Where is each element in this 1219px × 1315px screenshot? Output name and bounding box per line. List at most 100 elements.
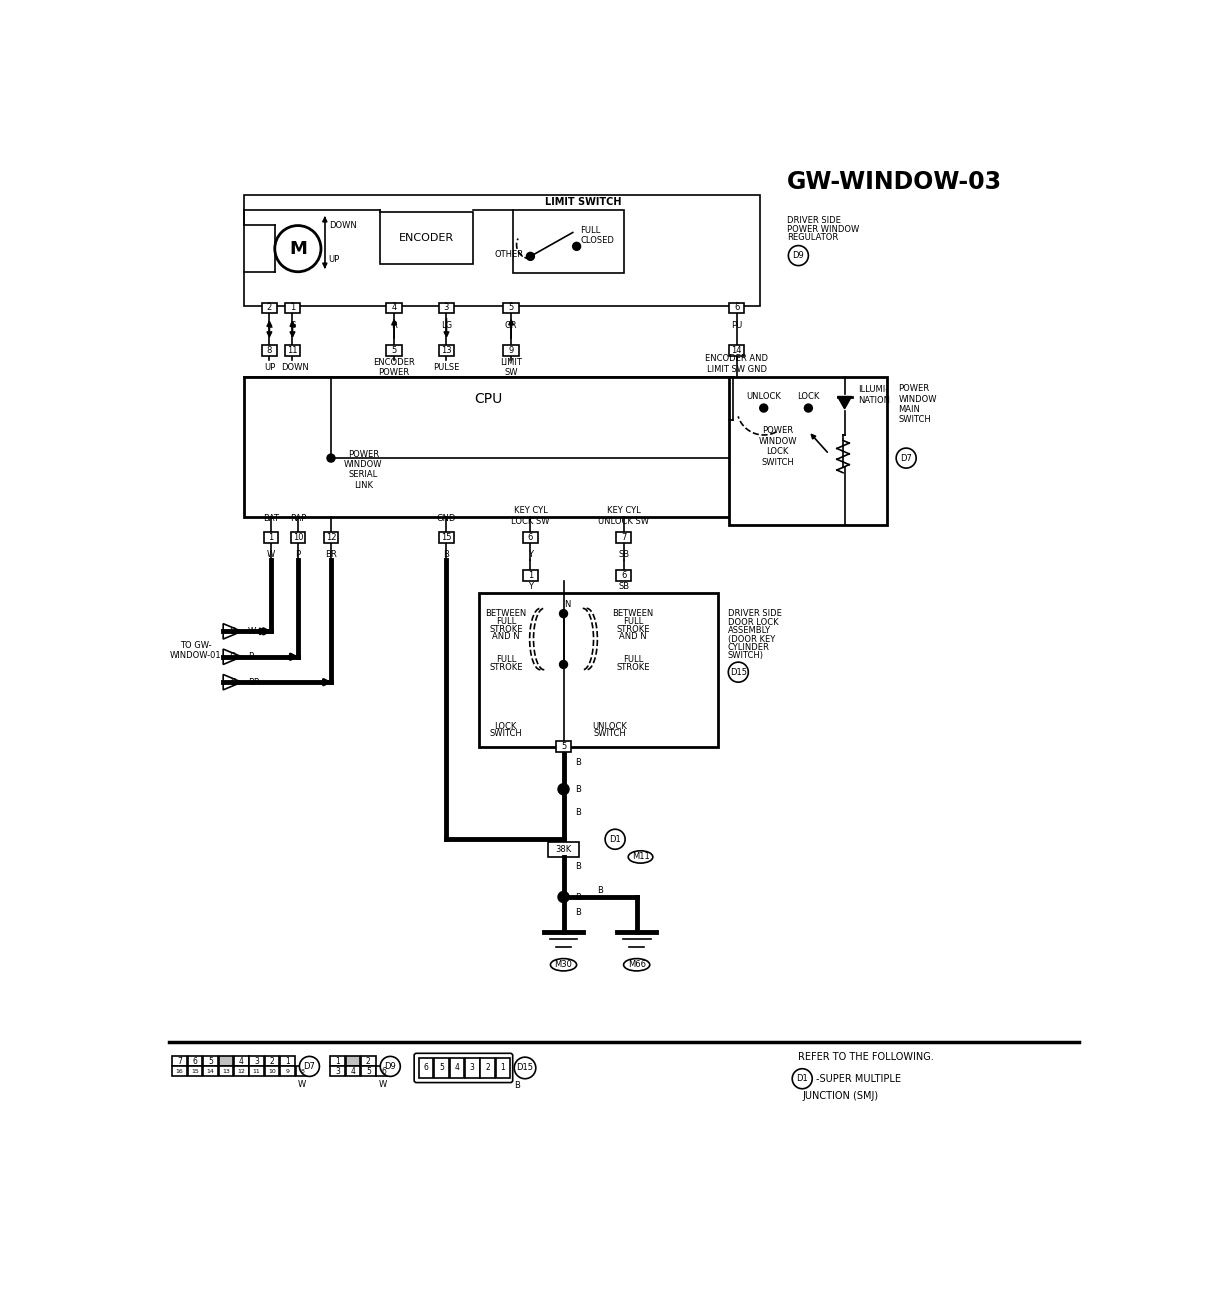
Text: W: W — [267, 550, 275, 559]
Bar — [496, 1059, 511, 1078]
Polygon shape — [837, 397, 852, 409]
Text: CYLINDER: CYLINDER — [728, 643, 769, 652]
Text: BR: BR — [247, 677, 260, 686]
Circle shape — [560, 660, 567, 668]
Text: SWITCH): SWITCH) — [728, 651, 763, 660]
Text: E: E — [230, 677, 235, 686]
Text: JUNCTION (SMJ): JUNCTION (SMJ) — [802, 1090, 879, 1101]
Text: Y: Y — [528, 550, 533, 559]
Text: SWITCH: SWITCH — [594, 730, 627, 738]
Text: 5: 5 — [439, 1064, 444, 1073]
Text: 15: 15 — [441, 533, 452, 542]
Circle shape — [300, 1056, 319, 1077]
Circle shape — [789, 246, 808, 266]
Text: D1: D1 — [796, 1074, 808, 1084]
Text: DOWN: DOWN — [280, 363, 308, 372]
Text: 4: 4 — [239, 1057, 244, 1066]
Bar — [285, 302, 300, 313]
Text: 13: 13 — [441, 346, 452, 355]
Bar — [234, 1056, 249, 1066]
Text: ASSEMBLY: ASSEMBLY — [728, 626, 770, 635]
Text: 3: 3 — [469, 1064, 474, 1073]
Text: B: B — [444, 550, 450, 559]
Bar — [503, 345, 519, 355]
Bar — [204, 1056, 218, 1066]
Circle shape — [558, 784, 569, 794]
Circle shape — [380, 1056, 400, 1077]
Text: 10: 10 — [293, 533, 304, 542]
Bar — [556, 742, 570, 752]
Text: 16: 16 — [176, 1069, 184, 1074]
Text: STROKE: STROKE — [616, 625, 650, 634]
Text: CPU: CPU — [474, 392, 502, 406]
Text: AND N: AND N — [492, 633, 519, 642]
Bar — [330, 1066, 345, 1077]
Circle shape — [792, 1069, 812, 1089]
Bar — [386, 345, 402, 355]
Text: 12: 12 — [238, 1069, 245, 1074]
Text: POWER
WINDOW
MAIN
SWITCH: POWER WINDOW MAIN SWITCH — [898, 384, 937, 425]
Text: 11: 11 — [252, 1069, 261, 1074]
Bar — [523, 533, 538, 543]
Text: KEY CYL
UNLOCK SW: KEY CYL UNLOCK SW — [599, 506, 649, 526]
Text: G: G — [289, 321, 296, 330]
Text: BETWEEN: BETWEEN — [612, 609, 653, 618]
Text: UP: UP — [263, 363, 275, 372]
Text: FULL: FULL — [496, 655, 516, 664]
Bar — [729, 302, 745, 313]
Text: 10: 10 — [268, 1069, 275, 1074]
Bar — [250, 1056, 265, 1066]
Text: 9: 9 — [285, 1069, 289, 1074]
Text: TO GW-
WINDOW-01: TO GW- WINDOW-01 — [169, 640, 222, 660]
Text: ILLUMI-
NATION: ILLUMI- NATION — [858, 385, 890, 405]
Text: STROKE: STROKE — [489, 663, 523, 672]
Text: 6: 6 — [193, 1057, 197, 1066]
Text: 5: 5 — [561, 743, 566, 751]
Text: 7: 7 — [620, 533, 627, 542]
Circle shape — [759, 404, 768, 412]
Bar — [450, 1059, 464, 1078]
Bar — [285, 345, 300, 355]
Text: 8: 8 — [301, 1069, 305, 1074]
Bar — [346, 1056, 361, 1066]
Text: 1: 1 — [528, 571, 533, 580]
Bar — [729, 345, 745, 355]
Text: FULL: FULL — [580, 226, 601, 235]
Bar — [204, 1066, 218, 1077]
Bar — [330, 1056, 345, 1066]
Ellipse shape — [551, 959, 577, 970]
Text: SWITCH: SWITCH — [489, 730, 522, 738]
Bar — [513, 210, 624, 274]
Circle shape — [327, 454, 335, 462]
Text: FULL: FULL — [623, 617, 642, 626]
Bar — [218, 1056, 233, 1066]
Text: LIMIT SWITCH: LIMIT SWITCH — [545, 197, 620, 206]
Text: D9: D9 — [384, 1063, 396, 1070]
Text: 7: 7 — [177, 1057, 182, 1066]
Text: 1: 1 — [268, 533, 273, 542]
Text: DRIVER SIDE: DRIVER SIDE — [728, 609, 781, 618]
Circle shape — [573, 242, 580, 250]
Text: 14: 14 — [731, 346, 742, 355]
Text: POWER WINDOW: POWER WINDOW — [786, 225, 859, 234]
Text: D15: D15 — [517, 1064, 534, 1073]
Circle shape — [527, 252, 534, 260]
Bar — [172, 1066, 187, 1077]
Text: (DOOR KEY: (DOOR KEY — [728, 635, 775, 643]
Text: OR: OR — [505, 321, 517, 330]
Text: ENCODER AND
LIMIT SW GND: ENCODER AND LIMIT SW GND — [706, 355, 768, 373]
Bar — [290, 533, 305, 543]
Text: B: B — [575, 757, 581, 767]
Text: M: M — [289, 239, 307, 258]
Text: 1: 1 — [501, 1064, 506, 1073]
Text: 1: 1 — [335, 1057, 340, 1066]
Text: L: L — [267, 321, 272, 330]
Text: 11: 11 — [288, 346, 297, 355]
Text: LOCK: LOCK — [797, 392, 819, 401]
Text: PULSE: PULSE — [433, 363, 460, 372]
Text: RAP: RAP — [290, 514, 306, 522]
Text: D7: D7 — [901, 454, 912, 463]
Text: W: W — [297, 1080, 306, 1089]
Text: POWER
WINDOW
SERIAL
LINK: POWER WINDOW SERIAL LINK — [344, 450, 383, 489]
Text: FULL: FULL — [496, 617, 516, 626]
